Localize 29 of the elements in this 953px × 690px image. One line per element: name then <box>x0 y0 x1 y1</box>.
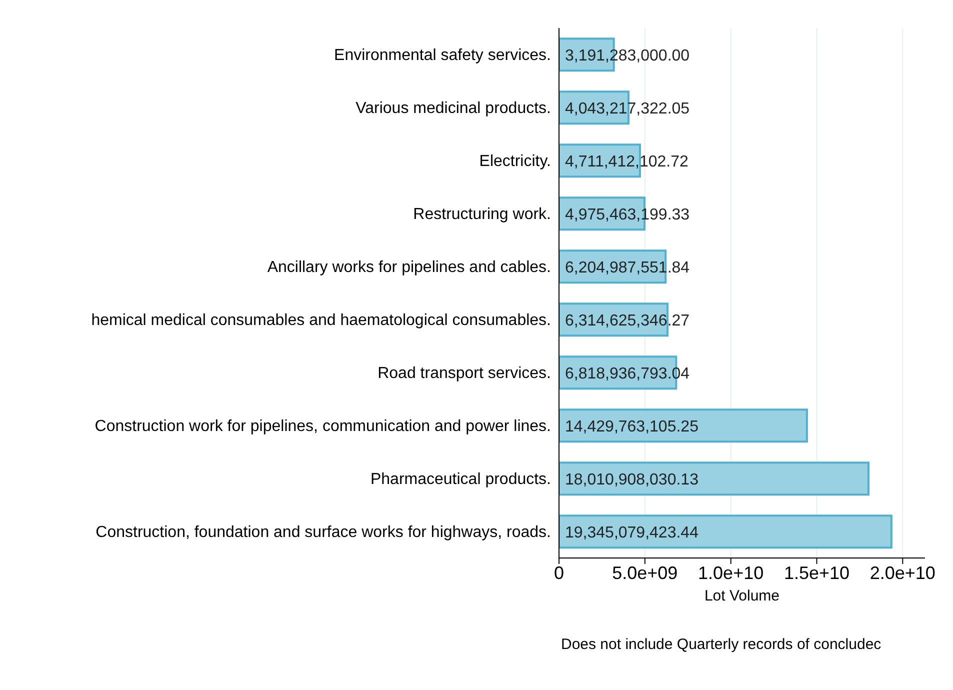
x-tick-label: 2.0e+10 <box>870 562 936 583</box>
data-label: 6,818,936,793.04 <box>565 365 690 382</box>
bar <box>559 462 870 496</box>
y-tick-label: Restructuring work. <box>413 206 551 224</box>
y-tick-label: Various medicinal products. <box>356 100 551 118</box>
x-tick-label: 1.0e+10 <box>698 562 764 583</box>
y-tick-label: Road transport services. <box>378 365 551 382</box>
y-tick-label: hemical medical consumables and haematological consumables. <box>91 312 551 330</box>
x-tick-label: 5.0e+09 <box>612 562 678 583</box>
y-tick-label: Construction, foundation and surface works for highways, roads. <box>96 524 551 542</box>
bar <box>559 514 892 549</box>
data-label: 6,204,987,551.84 <box>565 259 690 276</box>
data-label: 4,975,463,199.33 <box>565 206 690 224</box>
bar <box>559 408 808 443</box>
y-tick-label: Pharmaceutical products. <box>370 471 551 488</box>
data-label: 14,429,763,105.25 <box>565 418 699 436</box>
x-tick-label: 1.5e+10 <box>784 562 850 583</box>
y-tick-label: Ancillary works for pipelines and cables. <box>267 259 551 276</box>
text: Does not include Quarterly records of concludec <box>561 636 882 653</box>
y-tick-label: Electricity. <box>479 153 551 170</box>
data-label: 18,010,908,030.13 <box>565 471 699 488</box>
data-label: 19,345,079,423.44 <box>565 524 699 542</box>
x-tick-label: 0 <box>554 562 564 583</box>
data-label: 6,314,625,346.27 <box>565 312 690 330</box>
data-label: 4,711,412,102.72 <box>565 153 688 170</box>
y-tick-label: Environmental safety services. <box>334 47 551 64</box>
data-label: 4,043,217,322.05 <box>565 100 690 118</box>
y-tick-label: Construction work for pipelines, communication and power lines. <box>94 418 551 436</box>
x-axis-title: Lot Volume <box>704 588 780 605</box>
